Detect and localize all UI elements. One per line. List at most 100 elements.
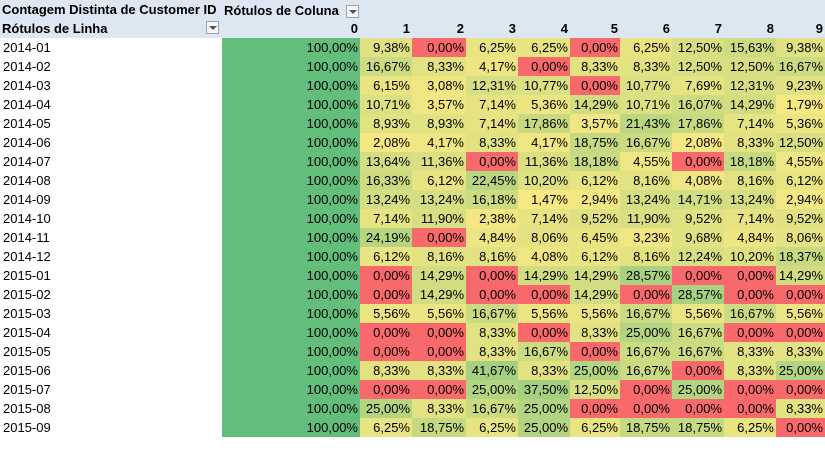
row-label: 2015-04 [0, 323, 222, 342]
pct-cell: 3,23% [620, 228, 672, 247]
pct-cell: 9,38% [776, 38, 825, 57]
table-row: 2015-07 100,00% 0,00% 0,00% 25,00% 37,50% 12,5… [0, 380, 825, 399]
row-label: 2014-05 [0, 114, 222, 133]
pct-cell: 6,25% [466, 418, 518, 437]
column-labels-title: Rótulos de Coluna [224, 2, 339, 18]
pct-cell: 8,33% [466, 342, 518, 361]
pct-cell: 5,56% [776, 304, 825, 323]
table-row: 2014-09 100,00% 13,24% 13,24% 16,18% 1,47% 2,9… [0, 190, 825, 209]
row-label: 2015-05 [0, 342, 222, 361]
column-header-0: 0 [222, 19, 360, 38]
pct-cell: 11,90% [412, 209, 466, 228]
pct-cell: 11,36% [518, 152, 570, 171]
pct-cell: 8,16% [620, 171, 672, 190]
pct-cell: 8,33% [724, 342, 776, 361]
pct-cell: 16,67% [672, 323, 724, 342]
pct-cell: 14,29% [776, 266, 825, 285]
pct-cell: 100,00% [222, 76, 360, 95]
pct-cell: 13,64% [360, 152, 412, 171]
pct-cell: 7,69% [672, 76, 724, 95]
pct-cell: 0,00% [724, 399, 776, 418]
pct-cell: 0,00% [570, 399, 620, 418]
pct-cell: 9,52% [570, 209, 620, 228]
pct-cell: 25,00% [360, 399, 412, 418]
pct-cell: 10,77% [518, 76, 570, 95]
pct-cell: 6,12% [570, 247, 620, 266]
pct-cell: 25,00% [620, 323, 672, 342]
pct-cell: 3,57% [570, 114, 620, 133]
pct-cell: 10,20% [518, 171, 570, 190]
pct-cell: 0,00% [360, 285, 412, 304]
pct-cell: 12,50% [570, 380, 620, 399]
pct-cell: 100,00% [222, 133, 360, 152]
table-row: 2014-12 100,00% 6,12% 8,16% 8,16% 4,08% 6,12% 8… [0, 247, 825, 266]
pct-cell: 14,29% [412, 285, 466, 304]
pct-cell: 16,67% [620, 133, 672, 152]
pct-cell: 18,37% [776, 247, 825, 266]
column-header-5: 5 [570, 19, 620, 38]
pct-cell: 100,00% [222, 247, 360, 266]
pct-cell: 25,00% [672, 380, 724, 399]
row-label: 2014-02 [0, 57, 222, 76]
pct-cell: 7,14% [724, 114, 776, 133]
pct-cell: 100,00% [222, 285, 360, 304]
pct-cell: 8,16% [466, 247, 518, 266]
pct-cell: 0,00% [570, 38, 620, 57]
pct-cell: 8,33% [412, 57, 466, 76]
pct-cell: 0,00% [672, 266, 724, 285]
pct-cell: 0,00% [518, 323, 570, 342]
pct-cell: 100,00% [222, 399, 360, 418]
row-label: 2015-09 [0, 418, 222, 437]
pct-cell: 100,00% [222, 38, 360, 57]
pct-cell: 0,00% [518, 285, 570, 304]
table-row: 2015-05 100,00% 0,00% 0,00% 8,33% 16,67% 0,00%… [0, 342, 825, 361]
pct-cell: 2,94% [776, 190, 825, 209]
pct-cell: 28,57% [620, 266, 672, 285]
pct-cell: 8,33% [776, 399, 825, 418]
pct-cell: 0,00% [620, 285, 672, 304]
pct-cell: 100,00% [222, 209, 360, 228]
pct-cell: 10,20% [724, 247, 776, 266]
pct-cell: 18,18% [570, 152, 620, 171]
pct-cell: 100,00% [222, 190, 360, 209]
pct-cell: 6,15% [360, 76, 412, 95]
pct-cell: 17,86% [672, 114, 724, 133]
pct-cell: 100,00% [222, 266, 360, 285]
pct-cell: 100,00% [222, 152, 360, 171]
pct-cell: 5,56% [518, 304, 570, 323]
table-row: 2014-04 100,00% 10,71% 3,57% 7,14% 5,36% 14,29… [0, 95, 825, 114]
table-row: 2014-06 100,00% 2,08% 4,17% 8,33% 4,17% 18,75%… [0, 133, 825, 152]
pct-cell: 4,55% [776, 152, 825, 171]
pct-cell: 9,52% [776, 209, 825, 228]
pct-cell: 22,45% [466, 171, 518, 190]
row-label: 2015-08 [0, 399, 222, 418]
pct-cell: 3,57% [412, 95, 466, 114]
pct-cell: 25,00% [466, 380, 518, 399]
pct-cell: 16,67% [620, 304, 672, 323]
pct-cell: 18,75% [620, 418, 672, 437]
pct-cell: 9,38% [360, 38, 412, 57]
pct-cell: 4,17% [518, 133, 570, 152]
pct-cell: 6,12% [776, 171, 825, 190]
row-filter-dropdown-icon[interactable] [206, 21, 219, 34]
pct-cell: 5,36% [518, 95, 570, 114]
pct-cell: 25,00% [570, 361, 620, 380]
pct-cell: 12,50% [672, 38, 724, 57]
pct-cell: 0,00% [620, 399, 672, 418]
pivot-table: Contagem Distinta de Customer ID Rótulos… [0, 0, 825, 437]
table-row: 2015-02 100,00% 0,00% 14,29% 0,00% 0,00% 14,29… [0, 285, 825, 304]
table-row: 2015-01 100,00% 0,00% 14,29% 0,00% 14,29% 14,2… [0, 266, 825, 285]
row-label: 2014-01 [0, 38, 222, 57]
column-header-1: 1 [360, 19, 412, 38]
pct-cell: 14,29% [570, 95, 620, 114]
pct-cell: 6,12% [360, 247, 412, 266]
pct-cell: 18,75% [570, 133, 620, 152]
column-filter-dropdown-icon[interactable] [346, 4, 360, 18]
pct-cell: 100,00% [222, 57, 360, 76]
pct-cell: 11,36% [412, 152, 466, 171]
pct-cell: 8,33% [724, 361, 776, 380]
pct-cell: 0,00% [466, 152, 518, 171]
table-row: 2015-04 100,00% 0,00% 0,00% 8,33% 0,00% 8,33% 2… [0, 323, 825, 342]
value-field-label: Contagem Distinta de Customer ID [0, 0, 222, 19]
